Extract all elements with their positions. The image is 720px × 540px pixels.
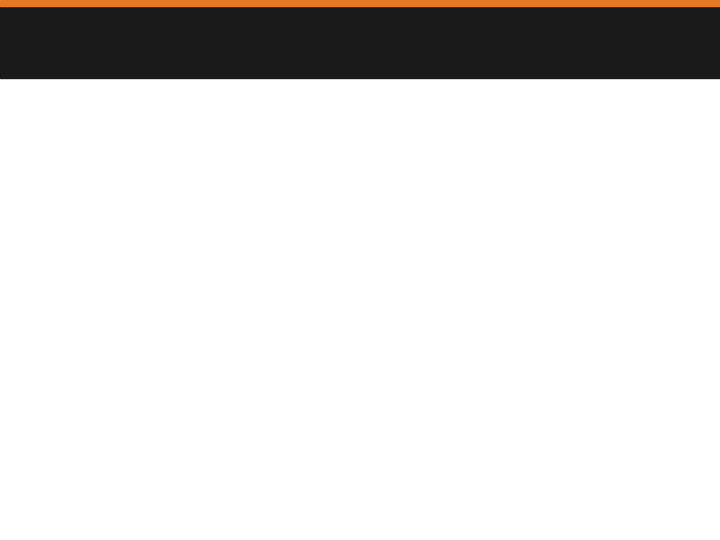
Text: CCC: CCC <box>246 381 278 394</box>
Text: DAD’S CHROMOSOME: DAD’S CHROMOSOME <box>246 349 397 362</box>
Text: SCIENCE EDUCATION: SCIENCE EDUCATION <box>155 44 221 49</box>
Text: BIO·RAD: BIO·RAD <box>628 30 694 44</box>
Text: TCAT TCAT TCAT TCAT TCAT TCAT TCAT: TCAT TCAT TCAT TCAT TCAT TCAT TCAT <box>246 407 518 420</box>
Text: Determining
genotypes for
individuals
using STRs: Determining genotypes for individuals us… <box>18 96 166 183</box>
Bar <box>226 78 230 540</box>
Text: Explorer: Explorer <box>42 49 135 68</box>
Text: AAA: AAA <box>546 407 578 420</box>
Text: chromosomes is given below.: chromosomes is given below. <box>246 124 511 139</box>
FancyBboxPatch shape <box>614 15 708 59</box>
Text: MOM’S CHROMOSOME: MOM’S CHROMOSOME <box>246 222 402 235</box>
Text: What is her genotype?: What is her genotype? <box>246 170 451 185</box>
Text: TCAT TCAT TCAT TCAT TCAT TCAT: TCAT TCAT TCAT TCAT TCAT TCAT <box>282 254 514 267</box>
Text: Ms. Smith’s TH01 locus for her two: Ms. Smith’s TH01 locus for her two <box>246 98 563 113</box>
Text: TCAT TCAT TCAT TCAT TCAT TCAT TCAT: TCAT TCAT TCAT TCAT TCAT TCAT TCAT <box>282 381 554 394</box>
Text: CAPTIVATING: CAPTIVATING <box>118 44 159 49</box>
Text: AAA: AAA <box>540 254 572 267</box>
Text: CCC: CCC <box>246 254 278 267</box>
Text: Biotechnology: Biotechnology <box>28 28 150 43</box>
